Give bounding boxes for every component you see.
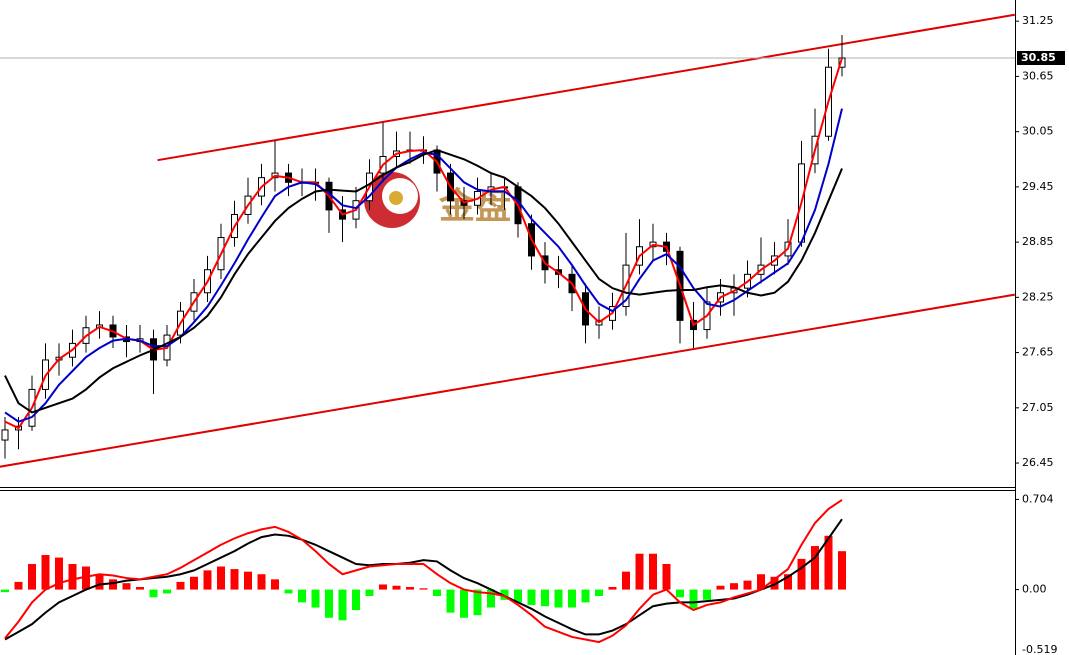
trendline	[0, 293, 1015, 468]
macd-bar	[41, 555, 50, 590]
macd-bar	[68, 563, 77, 590]
macd-bar	[568, 589, 576, 608]
macd-bar	[136, 587, 144, 590]
macd-bar	[433, 589, 441, 596]
trendline	[157, 13, 1015, 162]
macd-bar	[14, 581, 23, 590]
macd-bar	[352, 589, 360, 611]
logo-dot	[389, 191, 403, 205]
macd-bar	[554, 589, 563, 608]
macd-bar	[811, 546, 819, 590]
y-tick-label: 30.65	[1022, 69, 1054, 82]
macd-bar	[824, 535, 833, 590]
moving-average	[4, 108, 843, 423]
macd-bar	[730, 583, 738, 590]
macd-bar	[689, 589, 698, 609]
macd-bar	[662, 563, 671, 590]
macd-bar	[217, 566, 225, 590]
macd-bar	[284, 589, 293, 594]
macd-bar	[55, 557, 63, 590]
macd-bar	[649, 553, 657, 590]
macd-bar	[500, 589, 509, 600]
macd-bar	[95, 574, 104, 590]
macd-bar	[338, 589, 347, 621]
macd-bar	[595, 589, 603, 596]
macd-bar	[203, 570, 212, 590]
macd-bar	[797, 558, 806, 590]
macd-bar	[190, 576, 198, 590]
y-tick-label: 0.00	[1022, 583, 1047, 596]
macd-bar	[473, 589, 482, 616]
macd-bar	[149, 589, 158, 598]
macd-bar	[757, 574, 765, 590]
macd-bar	[460, 589, 468, 618]
macd-bar	[325, 589, 333, 618]
macd-bar	[392, 585, 401, 590]
macd-bar	[365, 589, 374, 596]
macd-bar	[271, 579, 279, 590]
macd-bar	[541, 589, 549, 607]
macd-bar	[635, 553, 644, 590]
macd-bar	[122, 583, 131, 590]
last-price-label: 30.85	[1021, 51, 1056, 64]
macd-bar	[1, 589, 9, 593]
last-price-box	[1017, 50, 1065, 65]
macd-bar	[82, 566, 90, 590]
macd-bar	[109, 579, 117, 590]
macd-bar	[770, 576, 779, 590]
macd-bar	[716, 585, 725, 590]
y-tick-label: 28.85	[1022, 235, 1054, 248]
moving-average	[4, 57, 843, 430]
macd-bar	[298, 589, 306, 603]
macd-bar	[244, 571, 252, 590]
macd-bar	[28, 563, 36, 590]
macd-bar	[406, 587, 414, 590]
macd-line	[4, 499, 843, 644]
macd-bar	[446, 589, 455, 613]
moving-average	[4, 149, 843, 414]
macd-bar	[581, 589, 590, 603]
macd-bar	[487, 589, 495, 608]
macd-bar	[230, 569, 239, 590]
macd-bar	[676, 589, 684, 598]
macd-bar	[608, 587, 617, 590]
y-tick-label: 26.45	[1022, 456, 1054, 469]
macd-bar	[838, 551, 846, 590]
macd-bar	[163, 589, 171, 594]
y-tick-label: 0.704	[1022, 492, 1054, 505]
macd-bar	[622, 571, 630, 590]
macd-bar	[703, 589, 711, 600]
macd-bar	[514, 589, 522, 603]
macd-bar	[379, 584, 387, 590]
y-tick-label: 27.05	[1022, 401, 1054, 414]
y-tick-label: 31.25	[1022, 14, 1054, 27]
macd-bar	[784, 574, 792, 590]
macd-bar	[743, 580, 752, 590]
y-tick-label: 30.05	[1022, 125, 1054, 138]
macd-bar	[527, 589, 536, 605]
y-tick-label: -0.519	[1022, 643, 1057, 655]
y-tick-label: 29.45	[1022, 180, 1054, 193]
macd-bar	[176, 581, 185, 590]
y-tick-label: 28.25	[1022, 290, 1054, 303]
y-tick-label: 27.65	[1022, 346, 1054, 359]
macd-bar	[419, 588, 428, 590]
macd-bar	[311, 589, 320, 608]
candle-body	[1, 429, 9, 441]
macd-bar	[257, 574, 266, 590]
